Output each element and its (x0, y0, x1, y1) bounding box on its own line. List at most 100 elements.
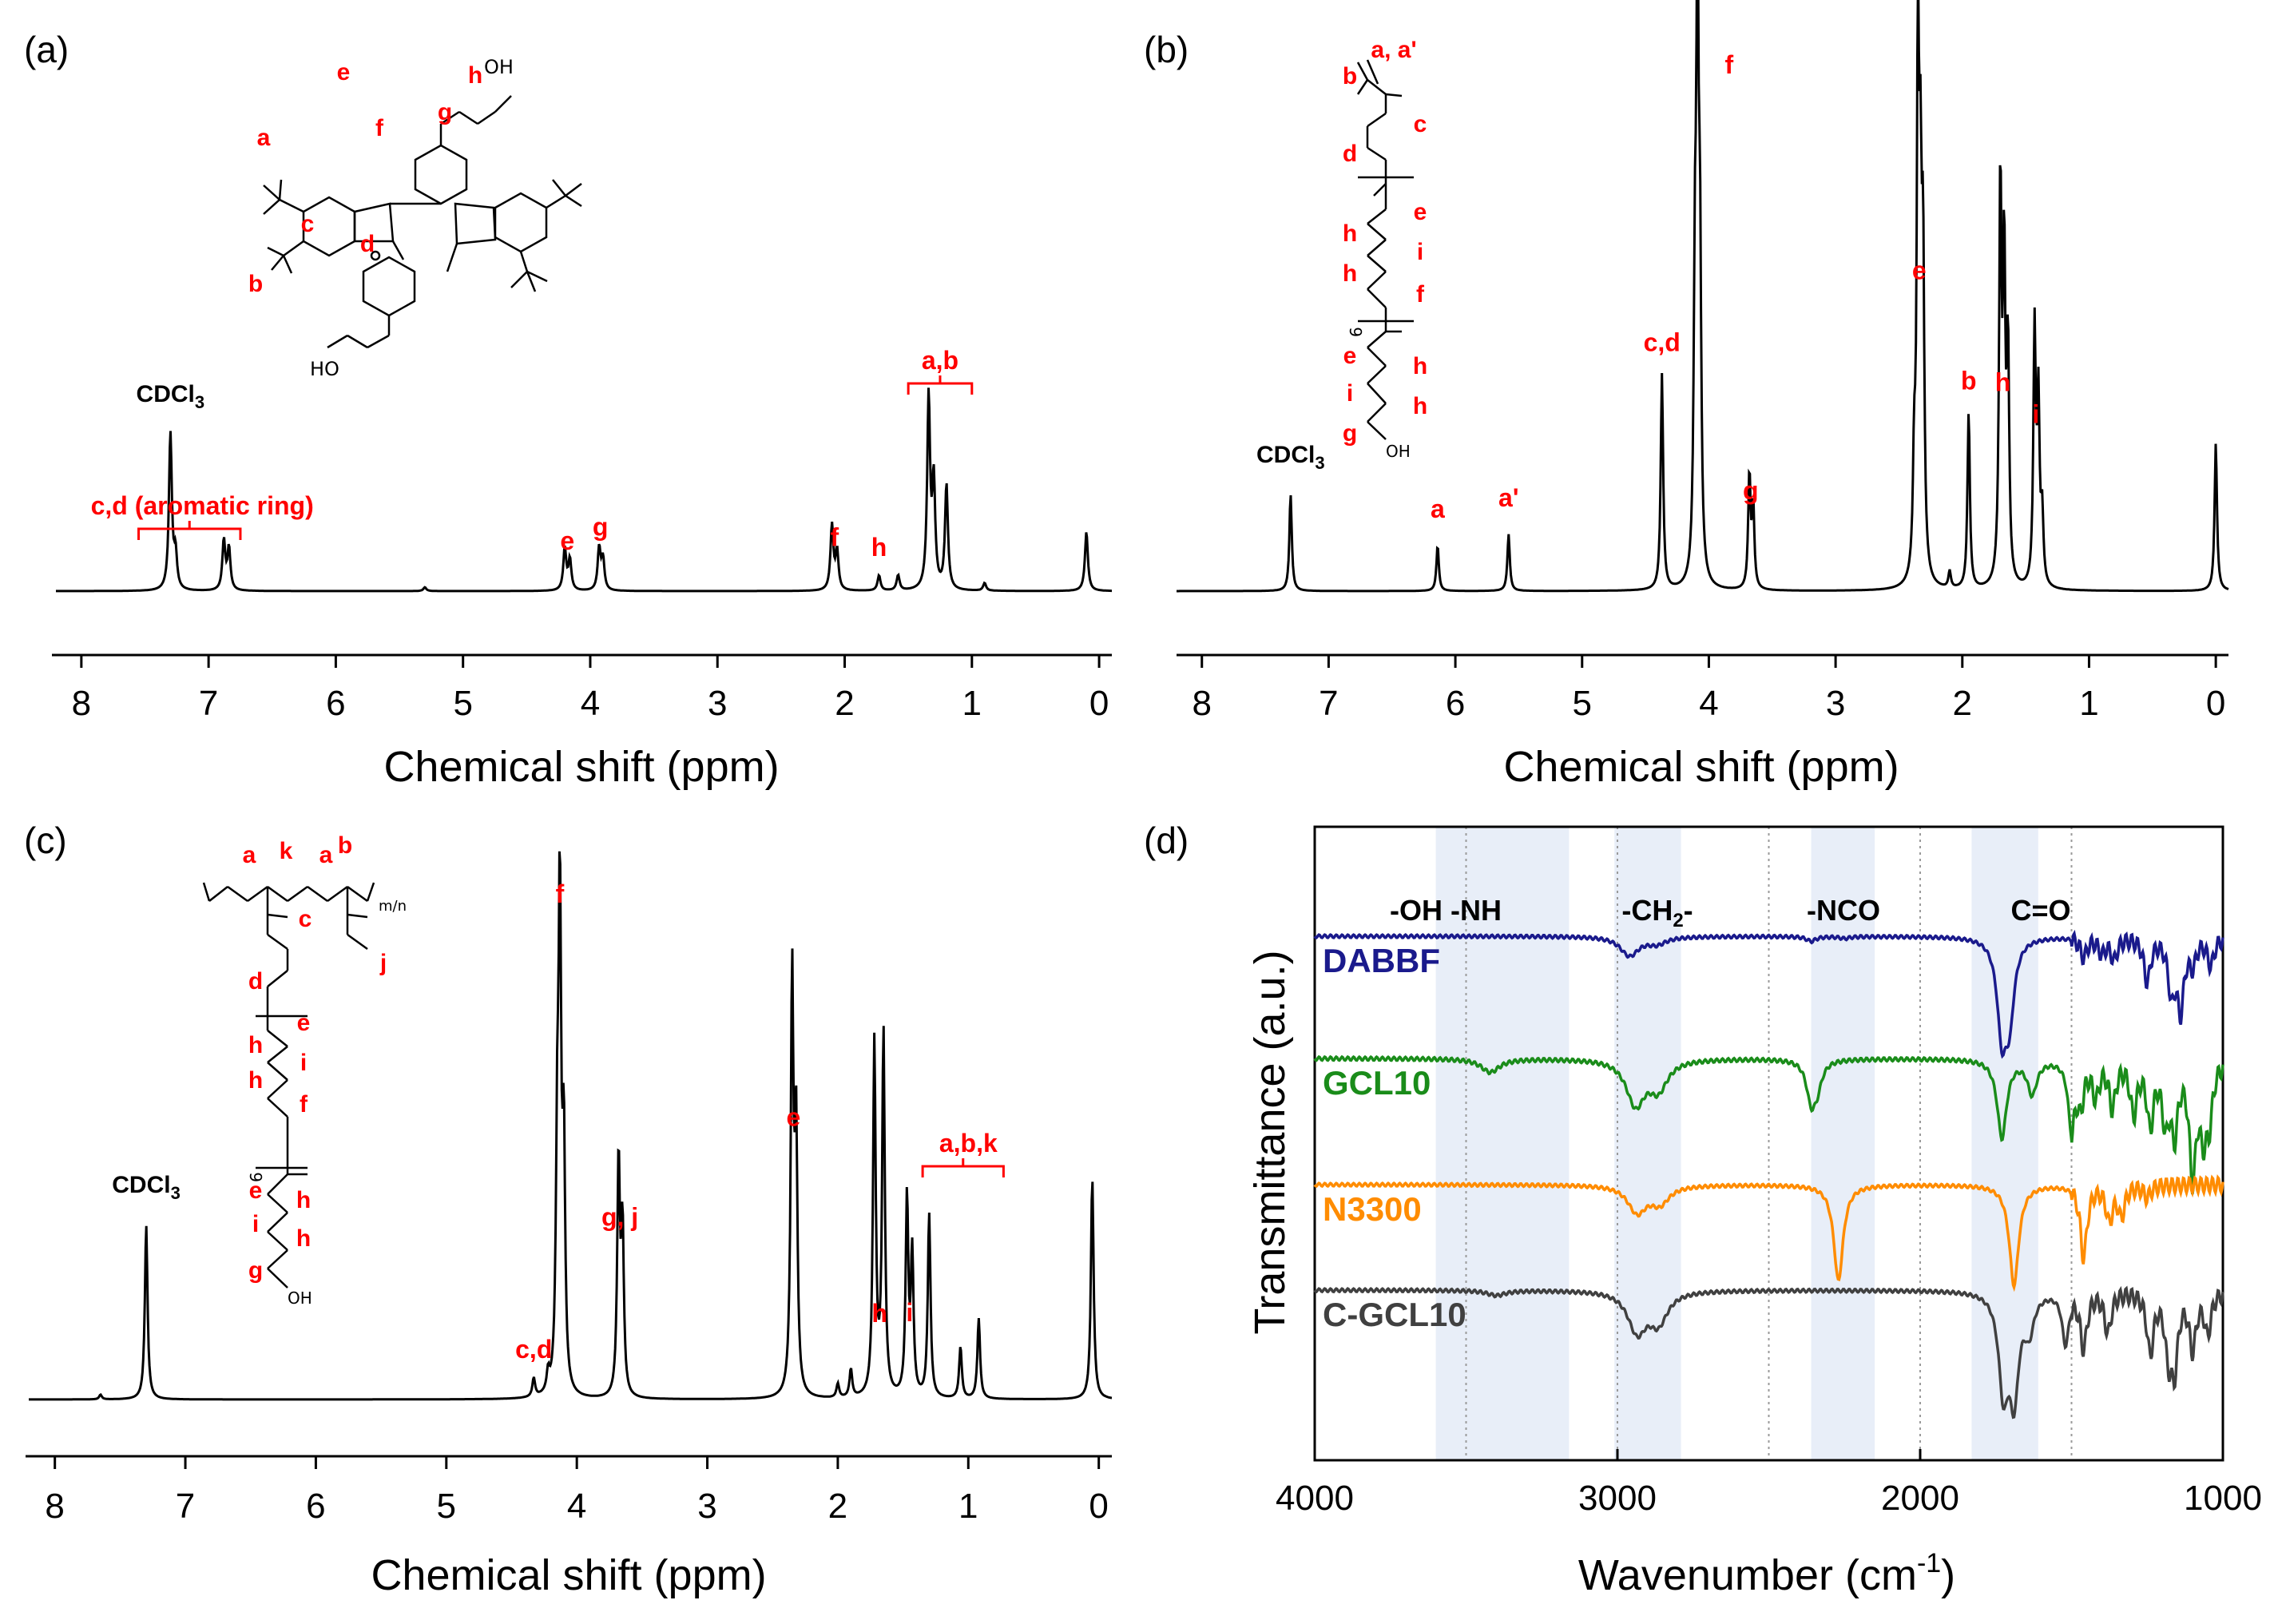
structure-label: h (1413, 353, 1427, 379)
band-region (1811, 827, 1875, 1460)
ftir-trace (1313, 1285, 2224, 1420)
tick-label: 1 (962, 684, 982, 723)
peak-label: f (830, 523, 839, 552)
panel-a-ticks: 8 7 6 5 4 3 2 1 0 (72, 655, 1109, 723)
tick-label: 3000 (1578, 1479, 1657, 1518)
panel-a-spectrum-line (56, 387, 1112, 593)
tick-label: 3 (708, 684, 727, 723)
structure-label: d (360, 231, 375, 257)
structure-label: b (248, 271, 263, 297)
peak-label: i (906, 1298, 913, 1327)
peak-bracket (907, 375, 974, 395)
structure-label: b (338, 832, 352, 859)
peak-label: a,b (922, 346, 958, 375)
peak-label: i (2032, 400, 2039, 429)
tick-label: 0 (1089, 1487, 1108, 1526)
structure-label: i (252, 1211, 259, 1237)
panel-d-series-labels: DABBF GCL10 N3300 C-GCL10 (1323, 942, 1466, 1333)
tick-label: 1 (958, 1487, 978, 1526)
tick-label: 6 (1446, 684, 1465, 723)
structure-label: c (299, 906, 312, 932)
tick-label: 4 (1699, 684, 1718, 723)
panel-c-repeat-6: 6 (247, 1172, 266, 1182)
tick-label: 2 (1953, 684, 1972, 723)
panel-b-repeat-6: 6 (1347, 327, 1366, 337)
tick-label: 0 (1089, 684, 1109, 723)
panel-b-ticks: 8 7 6 5 4 3 2 1 0 (1192, 655, 2225, 723)
structure-label: e (1414, 199, 1427, 225)
panel-b-label: (b) (1144, 29, 1189, 70)
tick-label: 2 (828, 1487, 847, 1526)
band-region (1971, 827, 2038, 1460)
panel-a-oh-label: OH (484, 56, 514, 78)
panel-c-molecule-structure (202, 882, 375, 1288)
structure-label: h (248, 1067, 263, 1094)
tick-label: 2000 (1881, 1479, 1959, 1518)
panel-b-nmr: 8 7 6 5 4 3 2 1 0 Chemical shift (ppm) CDCl3 a a' c… (1177, 0, 2229, 791)
structure-label: a, a' (1371, 37, 1416, 63)
peak-bracket (921, 1158, 1005, 1177)
structure-label: b (1343, 63, 1357, 89)
structure-label: h (1343, 220, 1357, 247)
tick-label: 4000 (1276, 1479, 1354, 1518)
structure-label: d (1343, 141, 1357, 167)
peak-label: CDCl3 (1256, 442, 1325, 473)
tick-label: 3 (1826, 684, 1845, 723)
tick-label: 5 (437, 1487, 456, 1526)
panel-c-oh-label: OH (288, 1288, 312, 1308)
peak-bracket (137, 521, 242, 540)
peak-label: e (786, 1103, 800, 1132)
tick-label: 4 (581, 684, 600, 723)
tick-label: 8 (72, 684, 91, 723)
panel-d-plot-frame (1313, 825, 2224, 1462)
structure-label: h (1413, 393, 1427, 419)
structure-label: f (300, 1091, 308, 1118)
structure-label: i (1417, 239, 1423, 265)
panel-a-x-label: Chemical shift (ppm) (383, 743, 779, 791)
peak-label: c,d (aromatic ring) (91, 491, 314, 520)
panel-d-label: (d) (1144, 820, 1189, 861)
tick-label: 7 (199, 684, 218, 723)
structure-label: h (296, 1225, 311, 1252)
tick-label: 4 (567, 1487, 586, 1526)
tick-label: 6 (326, 684, 345, 723)
structure-label: f (375, 115, 384, 141)
structure-label: h (248, 1032, 263, 1058)
ftir-trace (1313, 929, 2224, 1059)
band-label-oh-nh: -OH -NH (1390, 894, 1502, 927)
panel-c-nmr: 8 7 6 5 4 3 2 1 0 Chemical shift (ppm) CDCl3 c,d f… (26, 832, 1113, 1599)
panel-c-spectrum-line (29, 851, 1113, 1401)
tick-label: 7 (1319, 684, 1338, 723)
structure-label: e (337, 59, 351, 85)
band-label-nco: -NCO (1807, 894, 1880, 927)
panel-a-ho-label: HO (310, 358, 339, 380)
series-label: GCL10 (1323, 1064, 1431, 1102)
panel-a-label: (a) (24, 29, 69, 70)
panel-c-x-label: Chemical shift (ppm) (371, 1551, 766, 1599)
panel-b-x-label: Chemical shift (ppm) (1503, 743, 1899, 791)
band-label-co: C=O (2010, 894, 2070, 927)
structure-label: h (1343, 260, 1357, 287)
structure-label: i (300, 1050, 307, 1076)
panel-b-structure-labels: a, a' b c d e h i h f e h i h g (1343, 37, 1427, 447)
peak-label: g (593, 512, 609, 541)
peak-label: e (560, 526, 574, 555)
structure-label: h (296, 1187, 311, 1213)
panel-b-molecule-structure (1356, 59, 1414, 440)
structure-label: g (1343, 420, 1357, 447)
peak-label: CDCl3 (137, 381, 205, 412)
tick-label: 6 (306, 1487, 325, 1526)
panel-a-nmr: 8 7 6 5 4 3 2 1 0 Chemical shift (ppm) CDCl3 c,d … (52, 56, 1112, 791)
peak-label: f (556, 880, 565, 908)
peak-label: CDCl3 (112, 1172, 181, 1203)
structure-label: e (249, 1177, 263, 1204)
tick-label: 1 (2079, 684, 2098, 723)
structure-label: h (468, 62, 482, 89)
series-label: N3300 (1323, 1190, 1422, 1228)
tick-label: 7 (176, 1487, 195, 1526)
panel-d-band-regions (1435, 827, 2038, 1460)
